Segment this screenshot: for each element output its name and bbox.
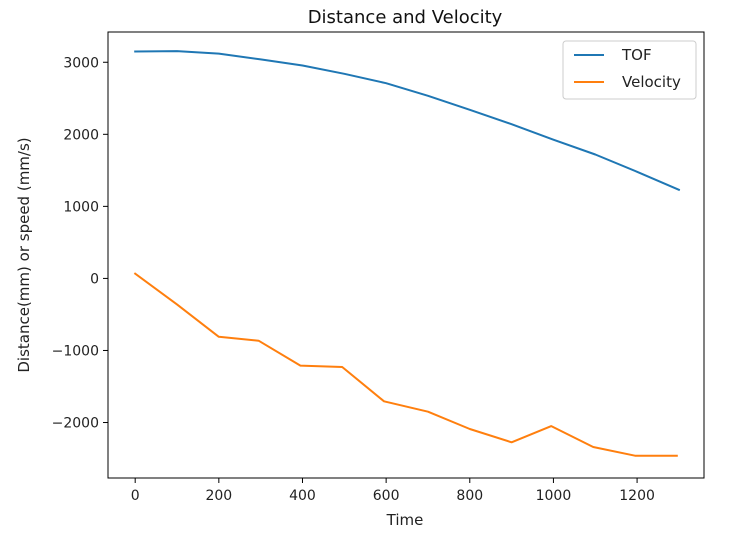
- x-axis-title: Time: [386, 511, 424, 529]
- y-tick-label: 3000: [63, 55, 99, 71]
- legend-tof-label: TOF: [621, 46, 652, 64]
- y-tick-label: 0: [90, 271, 99, 287]
- chart-title: Distance and Velocity: [308, 7, 503, 28]
- y-tick-label: −1000: [52, 343, 99, 359]
- legend: TOF Velocity: [562, 40, 697, 100]
- y-tick-label: 2000: [63, 127, 99, 143]
- plot-area: [133, 50, 681, 457]
- series-line-tof: [134, 50, 681, 192]
- y-axis-title: Distance(mm) or speed (mm/s): [15, 137, 33, 372]
- axis-ticks: 0 200 400 600 800 1000 1200 3000 2000 1000 0 −1000 −…: [52, 55, 655, 504]
- x-tick-label: 1200: [619, 488, 655, 504]
- x-tick-label: 200: [205, 488, 232, 504]
- y-tick-label: −2000: [52, 416, 99, 432]
- series-line-velocity: [133, 272, 678, 457]
- x-tick-label: 600: [373, 488, 400, 504]
- y-tick-label: 1000: [63, 199, 99, 215]
- legend-velocity-label: Velocity: [622, 73, 681, 91]
- x-tick-label: 800: [456, 488, 483, 504]
- x-tick-label: 400: [289, 488, 316, 504]
- x-tick-label: 1000: [536, 488, 572, 504]
- x-tick-label: 0: [131, 488, 140, 504]
- axes-frame: [107, 31, 705, 479]
